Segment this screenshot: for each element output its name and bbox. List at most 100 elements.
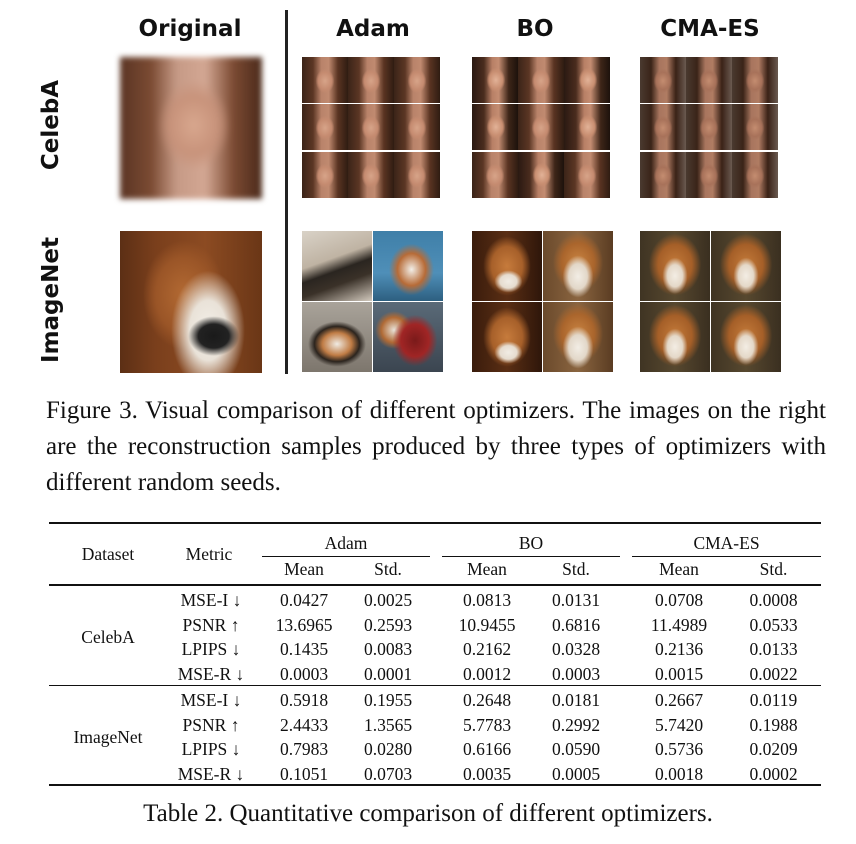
row-label-imagenet: ImageNet — [38, 237, 64, 363]
table-cell: 0.0133 — [749, 639, 798, 659]
imagenet-adam-sample — [373, 231, 443, 301]
group-rule-cmaes — [632, 556, 821, 557]
table-cell: 0.0005 — [551, 763, 601, 784]
table-cell: 5.7420 — [654, 714, 704, 735]
table-cell: 0.0012 — [462, 663, 512, 684]
celeba-original-image — [120, 57, 262, 199]
imagenet-cmaes-sample — [711, 231, 781, 301]
celeba-cmaes-sample — [686, 104, 732, 150]
header-sub: Std. — [759, 559, 788, 579]
celeba-bo-sample — [564, 57, 610, 103]
table-cell: 0.2136 — [654, 639, 704, 659]
header-metric: Metric — [185, 544, 233, 564]
header-sub: Mean — [284, 559, 324, 579]
table-cell: 0.0708 — [654, 590, 704, 610]
metric-label: PSNR ↑ — [182, 614, 240, 635]
table-cell: 0.1051 — [279, 763, 329, 784]
figure-caption: Figure 3. Visual comparison of different… — [46, 397, 826, 496]
table-cell: 0.0035 — [462, 763, 512, 784]
metric-label: MSE-R ↓ — [177, 763, 245, 784]
celeba-adam-sample — [394, 57, 440, 103]
celeba-bo-sample — [472, 152, 518, 198]
figure-3: Original Adam BO CMA-ES CelebA ImageNet — [0, 0, 856, 390]
table-cell: 0.6166 — [462, 739, 512, 759]
celeba-bo-sample — [472, 104, 518, 150]
metric-label: MSE-R ↓ — [177, 663, 245, 684]
table-cell: 0.0427 — [279, 590, 329, 610]
group-rule-bo — [442, 556, 620, 557]
imagenet-bo-sample — [472, 302, 542, 372]
metric-label: LPIPS ↓ — [181, 639, 241, 659]
celeba-cmaes-sample — [686, 57, 732, 103]
table-cell: 0.0022 — [749, 663, 798, 684]
dataset-label: ImageNet — [73, 726, 143, 747]
table-cell: 0.0015 — [654, 663, 704, 684]
celeba-adam-sample — [348, 57, 394, 103]
table-cell: 0.2667 — [654, 690, 704, 710]
header-group-adam: Adam — [324, 533, 368, 553]
celeba-cmaes-sample — [732, 57, 778, 103]
col-header-original: Original — [138, 16, 242, 42]
table-cell: 0.0131 — [551, 590, 601, 610]
col-header-bo: BO — [516, 16, 554, 42]
metric-label: MSE-I ↓ — [180, 590, 242, 610]
table-cell: 10.9455 — [458, 614, 516, 635]
celeba-bo-sample — [518, 152, 564, 198]
table-cell: 13.6965 — [275, 614, 333, 635]
table-cell: 2.4433 — [279, 714, 329, 735]
imagenet-cmaes-sample — [640, 302, 710, 372]
imagenet-bo-sample — [543, 231, 613, 301]
imagenet-original-image — [120, 231, 262, 373]
table-caption: Table 2. Quantitative comparison of diff… — [143, 800, 713, 827]
celeba-adam-sample — [302, 104, 348, 150]
group-rule-adam — [262, 556, 430, 557]
table-cell: 0.5918 — [279, 690, 329, 710]
celeba-bo-sample — [518, 57, 564, 103]
celeba-adam-sample — [302, 57, 348, 103]
imagenet-bo-sample — [472, 231, 542, 301]
imagenet-cmaes-sample — [711, 302, 781, 372]
celeba-adam-sample — [348, 152, 394, 198]
header-sub: Std. — [374, 559, 402, 579]
celeba-adam-sample — [302, 152, 348, 198]
header-sub: Mean — [467, 559, 507, 579]
celeba-adam-sample — [348, 104, 394, 150]
celeba-cmaes-sample — [640, 104, 686, 150]
celeba-cmaes-sample — [640, 152, 686, 198]
table-cell: 0.0003 — [279, 663, 329, 684]
header-sub: Mean — [659, 559, 699, 579]
table-cell: 1.3565 — [363, 714, 413, 735]
header-dataset: Dataset — [81, 544, 135, 564]
col-header-adam: Adam — [336, 16, 410, 42]
table-cell: 0.0181 — [551, 690, 601, 710]
table-section-rule — [49, 685, 821, 686]
table-cell: 5.7783 — [462, 714, 512, 735]
table-cell: 0.0209 — [749, 739, 798, 759]
table-header-rule — [49, 584, 821, 586]
table-cell: 0.1955 — [363, 690, 413, 710]
table-cell: 0.0083 — [363, 639, 413, 659]
metric-label: LPIPS ↓ — [181, 739, 241, 759]
table-cell: 0.0533 — [749, 614, 798, 635]
celeba-bo-sample — [564, 152, 610, 198]
imagenet-adam-sample — [302, 302, 372, 372]
table-cell: 0.5736 — [654, 739, 704, 759]
metric-label: MSE-I ↓ — [180, 690, 242, 710]
table-cell: 0.0280 — [363, 739, 413, 759]
row-label-celeba: CelebA — [38, 79, 64, 171]
header-group-bo: BO — [518, 533, 544, 553]
table-cell: 0.0590 — [551, 739, 601, 759]
table-cell: 0.6816 — [551, 614, 601, 635]
imagenet-adam-sample — [302, 231, 372, 301]
celeba-adam-sample — [394, 104, 440, 150]
table-cell: 0.0003 — [551, 663, 601, 684]
metric-label: PSNR ↑ — [182, 714, 240, 735]
table-cell: 0.0328 — [551, 639, 601, 659]
celeba-bo-sample — [518, 104, 564, 150]
table-cell: 0.0025 — [363, 590, 413, 610]
imagenet-adam-sample — [373, 302, 443, 372]
col-header-cmaes: CMA-ES — [660, 16, 760, 42]
table-cell: 0.0008 — [749, 590, 798, 610]
celeba-adam-sample — [394, 152, 440, 198]
table-cell: 0.2648 — [462, 690, 512, 710]
